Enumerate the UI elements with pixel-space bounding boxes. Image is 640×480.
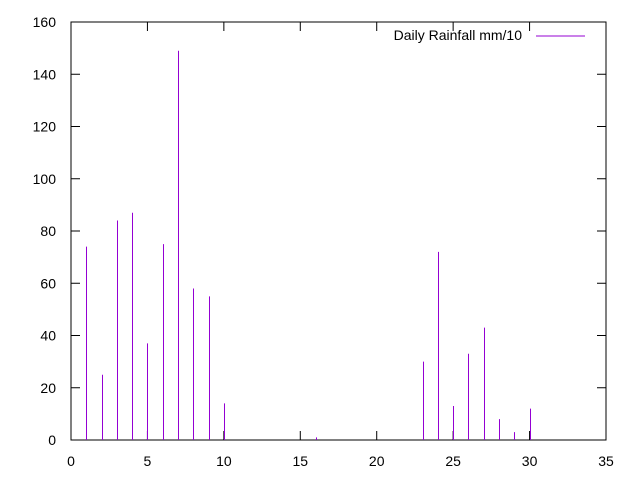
legend: Daily Rainfall mm/10 — [394, 27, 585, 43]
axis-ticks — [70, 21, 607, 441]
y-tick-label: 20 — [40, 380, 56, 396]
x-tick-label: 15 — [292, 453, 308, 469]
y-tick-label: 100 — [33, 171, 57, 187]
x-tick-label: 25 — [445, 453, 461, 469]
x-tick-label: 10 — [216, 453, 232, 469]
y-tick-label: 120 — [33, 119, 57, 135]
x-tick-label: 20 — [369, 453, 385, 469]
y-tick-label: 80 — [40, 223, 56, 239]
y-tick-label: 160 — [33, 14, 57, 30]
x-tick-label: 5 — [144, 453, 152, 469]
y-tick-label: 140 — [33, 66, 57, 82]
axis-tick-labels: 0 5 10 15 20 25 30 35 0 20 40 60 80 100 120 140 160 — [33, 14, 614, 469]
y-tick-label: 40 — [40, 328, 56, 344]
rainfall-impulses — [86, 50, 531, 440]
legend-label: Daily Rainfall mm/10 — [394, 27, 523, 43]
x-tick-label: 0 — [67, 453, 75, 469]
plot-frame — [70, 21, 607, 441]
x-tick-label: 35 — [598, 453, 614, 469]
y-tick-label: 0 — [48, 432, 56, 448]
x-tick-label: 30 — [522, 453, 538, 469]
y-tick-label: 60 — [40, 275, 56, 291]
